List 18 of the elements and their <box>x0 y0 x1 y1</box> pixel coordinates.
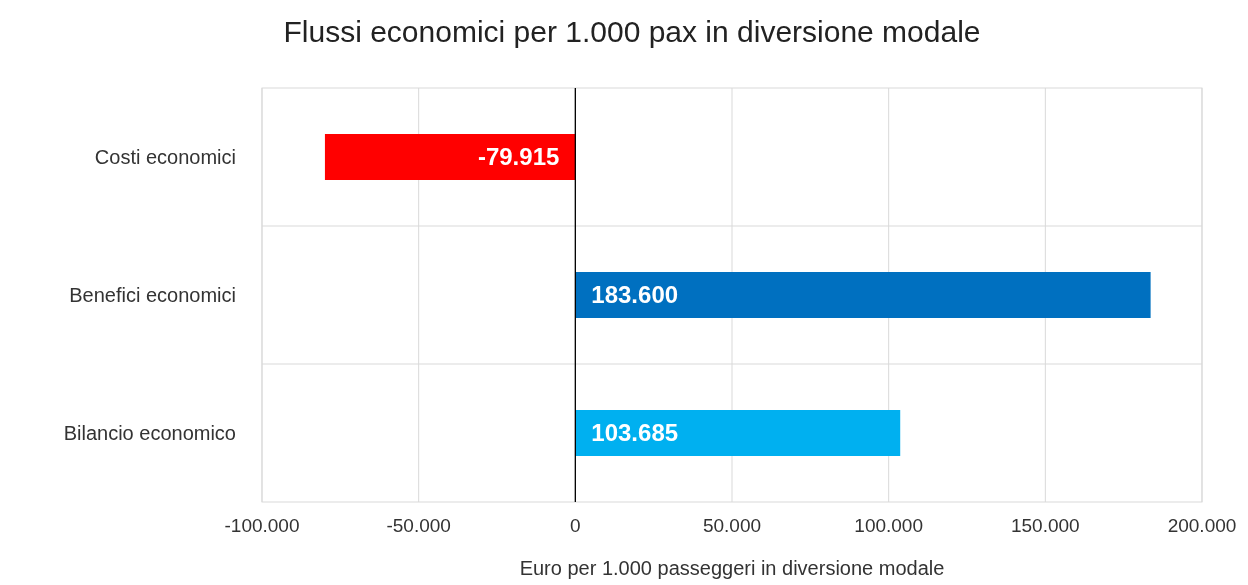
data-label: 103.685 <box>591 419 679 447</box>
x-tick-label: -100.000 <box>224 515 300 536</box>
x-axis-title: Euro per 1.000 passeggeri in diversione modale <box>519 557 945 579</box>
x-tick-label: 100.000 <box>854 515 924 536</box>
x-tick-label: 0 <box>570 515 581 536</box>
bar <box>575 272 1151 318</box>
data-label: 183.600 <box>591 281 679 309</box>
y-tick-label: Bilancio economico <box>63 422 236 444</box>
x-tick-label: 200.000 <box>1167 515 1237 536</box>
y-tick-label: Benefici economici <box>69 284 236 306</box>
bar <box>324 134 576 180</box>
x-tick-label: -50.000 <box>386 515 451 536</box>
chart-title: Flussi economici per 1.000 pax in diversione modale <box>283 15 981 48</box>
x-tick-label: 50.000 <box>702 515 762 536</box>
data-label: -79.915 <box>477 143 560 171</box>
x-tick-label: 150.000 <box>1010 515 1080 536</box>
bar <box>575 410 901 456</box>
y-tick-label: Costi economici <box>94 146 236 168</box>
